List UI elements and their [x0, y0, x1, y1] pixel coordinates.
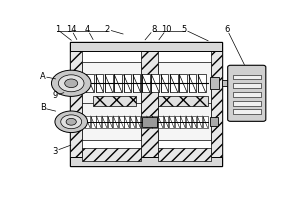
Polygon shape — [161, 74, 168, 92]
Bar — [158, 62, 211, 105]
Circle shape — [55, 111, 88, 133]
Polygon shape — [114, 74, 122, 92]
Bar — [93, 96, 136, 106]
Bar — [210, 117, 218, 126]
Polygon shape — [108, 116, 112, 128]
Polygon shape — [197, 116, 202, 128]
Polygon shape — [142, 74, 150, 92]
Bar — [210, 77, 219, 89]
Polygon shape — [189, 74, 196, 92]
Bar — [70, 42, 222, 166]
Text: B: B — [40, 103, 46, 112]
FancyBboxPatch shape — [228, 65, 266, 121]
Polygon shape — [169, 116, 174, 128]
Text: 9: 9 — [52, 91, 58, 100]
Polygon shape — [152, 74, 159, 92]
Bar — [82, 103, 141, 140]
Bar — [141, 51, 158, 157]
Polygon shape — [186, 116, 191, 128]
Bar — [70, 157, 222, 166]
Polygon shape — [175, 116, 179, 128]
Polygon shape — [164, 116, 168, 128]
Text: 4: 4 — [85, 25, 90, 34]
Text: A: A — [40, 72, 46, 81]
Polygon shape — [96, 74, 103, 92]
Text: 6: 6 — [224, 25, 230, 34]
Bar — [70, 42, 82, 166]
Polygon shape — [198, 74, 206, 92]
Text: 2: 2 — [105, 25, 110, 34]
Bar — [141, 42, 158, 51]
Text: 3: 3 — [52, 147, 58, 156]
Bar — [82, 148, 141, 161]
Polygon shape — [141, 116, 146, 128]
Polygon shape — [192, 116, 196, 128]
Polygon shape — [124, 116, 129, 128]
Bar — [142, 117, 157, 127]
Polygon shape — [91, 116, 95, 128]
Bar — [158, 96, 208, 106]
Polygon shape — [170, 74, 178, 92]
Bar — [158, 103, 211, 140]
Polygon shape — [203, 116, 208, 128]
Polygon shape — [105, 74, 112, 92]
Bar — [211, 42, 222, 166]
Polygon shape — [147, 116, 152, 128]
Bar — [70, 157, 82, 166]
Polygon shape — [96, 116, 101, 128]
Circle shape — [66, 118, 76, 125]
Bar — [70, 42, 82, 51]
Bar — [233, 75, 261, 79]
Polygon shape — [180, 116, 185, 128]
Polygon shape — [102, 116, 107, 128]
Polygon shape — [179, 74, 187, 92]
Polygon shape — [124, 74, 131, 92]
Bar — [233, 92, 261, 97]
Polygon shape — [158, 116, 163, 128]
Text: 10: 10 — [161, 25, 172, 34]
Polygon shape — [133, 74, 140, 92]
Text: 14: 14 — [66, 25, 76, 34]
Bar — [233, 101, 261, 106]
Bar — [158, 148, 211, 161]
Bar — [211, 157, 222, 166]
Polygon shape — [136, 116, 140, 128]
Bar — [211, 42, 222, 51]
Bar — [70, 42, 222, 51]
Polygon shape — [85, 116, 90, 128]
Text: 5: 5 — [181, 25, 187, 34]
Bar — [141, 157, 158, 166]
Polygon shape — [113, 116, 118, 128]
Text: 1: 1 — [55, 25, 60, 34]
Bar — [233, 109, 261, 114]
Bar — [233, 83, 261, 88]
Circle shape — [52, 70, 91, 96]
Circle shape — [61, 115, 82, 129]
Polygon shape — [152, 116, 157, 128]
Polygon shape — [86, 74, 94, 92]
Circle shape — [58, 75, 84, 92]
Polygon shape — [119, 116, 124, 128]
Text: 8: 8 — [151, 25, 156, 34]
Bar — [82, 62, 141, 105]
Polygon shape — [130, 116, 135, 128]
Bar — [222, 80, 229, 86]
Circle shape — [65, 79, 78, 88]
